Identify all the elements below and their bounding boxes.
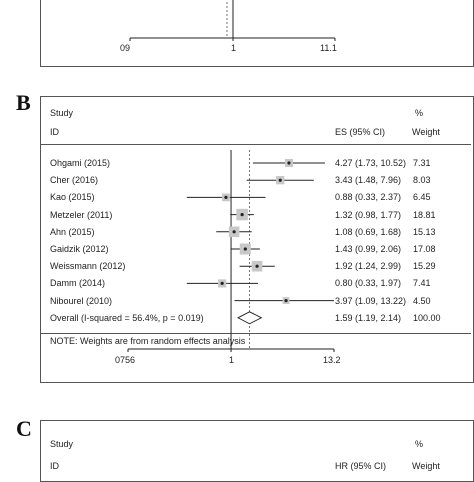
study-label: Ohgami (2015) bbox=[50, 158, 111, 168]
study-es-ci: 3.97 (1.09, 13.22) bbox=[335, 295, 407, 306]
study-es-ci: 1.08 (0.69, 1.68) bbox=[335, 226, 402, 237]
study-label: Nibourel (2010) bbox=[50, 295, 113, 306]
study-label: Gaidzik (2012) bbox=[50, 244, 109, 254]
study-weight: 8.03 bbox=[413, 175, 431, 186]
panel-b-study-header: Study bbox=[50, 108, 74, 118]
study-weight: 15.29 bbox=[413, 261, 436, 272]
panel-c-pct-header: % bbox=[415, 439, 424, 449]
panel-b-tick-label-2: 1 bbox=[229, 355, 235, 365]
panel-a-tick-label-2: 1 bbox=[231, 43, 237, 53]
overall-label: Overall (I-squared = 56.4%, p = 0.019) bbox=[50, 312, 204, 323]
study-weight: 7.41 bbox=[413, 278, 431, 289]
study-weight: 15.13 bbox=[413, 226, 436, 237]
panel-b-tick-label-3: 13.2 bbox=[323, 355, 341, 365]
study-es-ci: 0.88 (0.33, 2.37) bbox=[335, 192, 402, 203]
study-label: Ahn (2015) bbox=[50, 226, 95, 237]
study-es-ci: 4.27 (1.73, 10.52) bbox=[335, 158, 407, 168]
study-es-ci: 0.80 (0.33, 1.97) bbox=[335, 278, 402, 289]
overall-es-ci: 1.59 (1.19, 2.14) bbox=[335, 312, 402, 323]
panel-b-tick-label-1: 0756 bbox=[115, 355, 136, 365]
panel-c-letter: C bbox=[16, 416, 32, 441]
study-es-ci: 1.43 (0.99, 2.06) bbox=[335, 244, 402, 254]
study-weight: 4.50 bbox=[413, 295, 431, 306]
study-weight: 7.31 bbox=[413, 158, 431, 168]
panel-a-tick-label-1: 09 bbox=[120, 43, 131, 53]
study-label: Damm (2014) bbox=[50, 278, 106, 289]
panel-b-note: NOTE: Weights are from random effects an… bbox=[50, 336, 246, 346]
study-weight: 18.81 bbox=[413, 209, 436, 220]
study-label: Cher (2016) bbox=[50, 175, 99, 186]
panel-b-note-rule bbox=[41, 333, 471, 334]
panel-c-study-header: Study bbox=[50, 439, 74, 449]
panel-b-letter: B bbox=[16, 90, 31, 115]
panel-c-id-header: ID bbox=[50, 461, 59, 471]
study-label: Weissmann (2012) bbox=[50, 261, 126, 272]
study-es-ci: 3.43 (1.48, 7.96) bbox=[335, 175, 402, 186]
study-weight: 17.08 bbox=[413, 244, 436, 254]
panel-b-header-rule bbox=[41, 144, 471, 145]
study-es-ci: 1.32 (0.98, 1.77) bbox=[335, 209, 402, 220]
panel-a-frame bbox=[40, 0, 474, 67]
panel-c-frame bbox=[40, 420, 474, 482]
panel-b-es-header: ES (95% CI) bbox=[335, 127, 386, 137]
study-label: Kao (2015) bbox=[50, 192, 95, 203]
panel-b-weight-header: Weight bbox=[412, 127, 440, 137]
panel-a-tick-label-3: 11.1 bbox=[320, 43, 337, 53]
panel-b-frame bbox=[40, 96, 474, 383]
panel-c-weight-header: Weight bbox=[412, 461, 440, 471]
panel-b-id-header: ID bbox=[50, 127, 59, 137]
overall-weight: 100.00 bbox=[413, 312, 441, 323]
study-label: Metzeler (2011) bbox=[50, 209, 113, 220]
panel-c-hr-header: HR (95% CI) bbox=[335, 461, 387, 471]
study-es-ci: 1.92 (1.24, 2.99) bbox=[335, 261, 402, 272]
panel-b-pct-header: % bbox=[415, 108, 424, 118]
study-weight: 6.45 bbox=[413, 192, 431, 203]
